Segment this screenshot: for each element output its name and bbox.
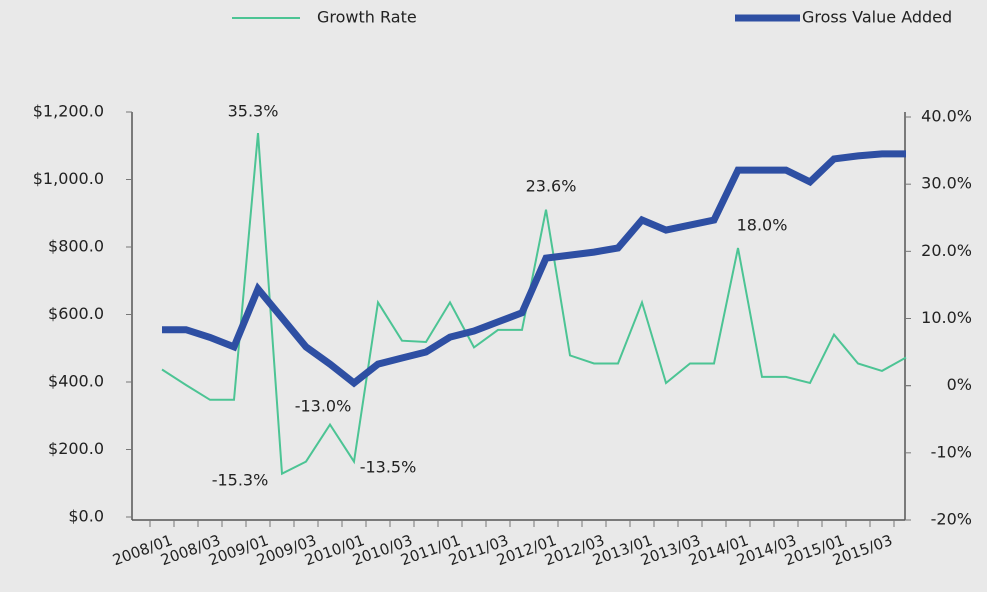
series-line [161, 133, 907, 476]
annotation: 23.6% [526, 177, 577, 196]
y-tick-label: $1,000.0 [33, 169, 104, 188]
annotation: -13.0% [295, 397, 352, 416]
y2-tick-label: 40.0% [921, 107, 972, 126]
annotation: 18.0% [737, 216, 788, 235]
y-tick-label: $200.0 [48, 439, 104, 458]
y2-tick-label: -10% [931, 442, 972, 461]
y-tick-label: $600.0 [48, 304, 104, 323]
y2-tick-label: 20.0% [921, 241, 972, 260]
legend-label: Growth Rate [317, 8, 417, 27]
y2-tick-label: 10.0% [921, 308, 972, 327]
y-tick-label: $1,200.0 [33, 102, 104, 121]
annotation: -15.3% [212, 471, 269, 490]
y2-tick-label: 0% [947, 375, 972, 394]
y-tick-label: $400.0 [48, 372, 104, 391]
annotation: -13.5% [360, 458, 417, 477]
y2-tick-label: -20% [931, 510, 972, 529]
series-line [162, 150, 906, 388]
y2-tick-label: 30.0% [921, 174, 972, 193]
legend-label: Gross Value Added [802, 8, 952, 27]
annotation: 35.3% [228, 102, 279, 121]
y-tick-label: $800.0 [48, 237, 104, 256]
y-tick-label: $0.0 [68, 507, 104, 526]
